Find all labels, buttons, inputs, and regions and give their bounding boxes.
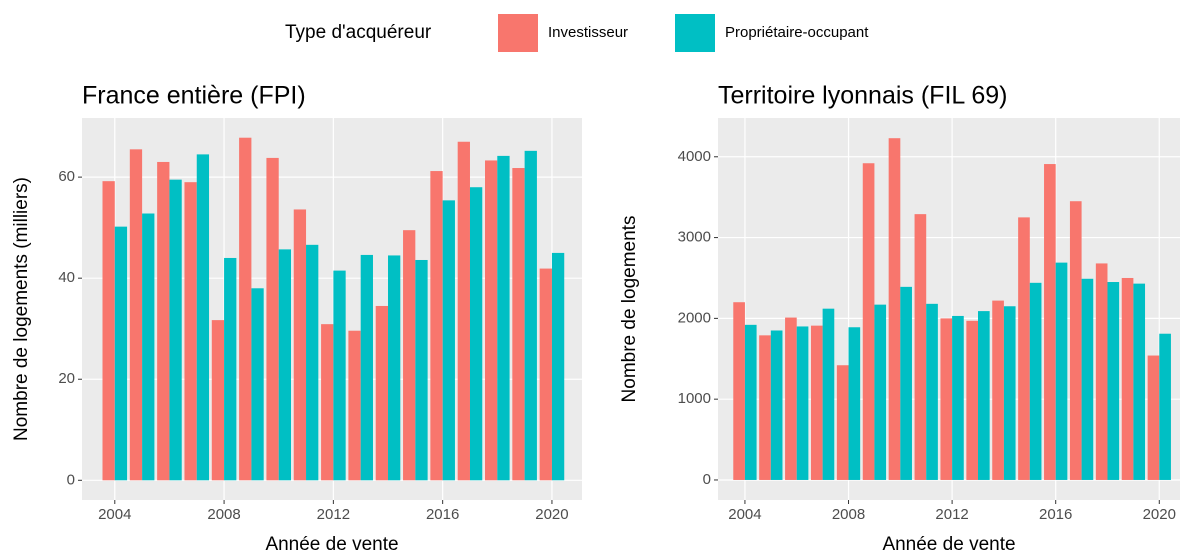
y-tick-label: 2000 xyxy=(678,309,711,326)
bar xyxy=(239,137,252,481)
bar xyxy=(1081,278,1094,480)
bar xyxy=(375,305,389,481)
x-tick-label: 2004 xyxy=(98,506,131,523)
bar xyxy=(796,326,809,480)
bar xyxy=(900,286,912,480)
x-tick-label: 2020 xyxy=(1143,506,1176,523)
bar xyxy=(114,226,128,481)
y-tick-label: 0 xyxy=(67,471,75,488)
bar xyxy=(169,179,182,481)
bar xyxy=(1147,355,1160,480)
bar xyxy=(184,182,197,481)
bar xyxy=(966,320,979,480)
x-tick-label: 2008 xyxy=(832,506,865,523)
bar xyxy=(1018,217,1030,480)
bar xyxy=(266,157,279,481)
bar xyxy=(485,160,498,481)
bar xyxy=(836,365,849,480)
bar xyxy=(848,327,861,480)
y-axis-label: Nombre de logements xyxy=(619,216,640,403)
y-tick-label: 60 xyxy=(58,168,75,185)
bar xyxy=(442,200,455,481)
legend-label: Investisseur xyxy=(548,24,628,41)
bar xyxy=(1044,164,1056,480)
x-tick-label: 2012 xyxy=(935,506,968,523)
legend-title: Type d'acquéreur xyxy=(285,22,432,43)
bar xyxy=(539,268,552,481)
x-tick-label: 2004 xyxy=(728,506,761,523)
bar xyxy=(759,335,771,480)
x-tick-label: 2012 xyxy=(317,506,350,523)
y-tick-label: 40 xyxy=(58,269,75,286)
bar xyxy=(224,257,237,481)
bar xyxy=(1133,283,1146,480)
bar xyxy=(1121,277,1134,480)
legend-swatch xyxy=(498,14,538,52)
bar xyxy=(278,249,292,481)
bar xyxy=(1069,201,1082,480)
bar xyxy=(874,304,887,480)
bar xyxy=(770,330,783,480)
bar xyxy=(1095,263,1108,480)
bar xyxy=(862,163,875,480)
bar xyxy=(822,308,835,480)
bar xyxy=(1055,262,1068,480)
bar xyxy=(251,288,264,481)
bar xyxy=(914,214,927,480)
bar xyxy=(348,330,361,481)
bar xyxy=(926,303,938,480)
bar xyxy=(1159,333,1171,480)
bar xyxy=(992,300,1004,480)
bar xyxy=(321,324,334,481)
bar xyxy=(142,213,155,481)
y-tick-label: 3000 xyxy=(678,229,711,246)
bar xyxy=(306,244,319,481)
bar xyxy=(810,325,823,480)
y-tick-label: 1000 xyxy=(678,390,711,407)
bar xyxy=(744,324,757,480)
y-axis-label: Nombre de logements (milliers) xyxy=(11,177,32,441)
bar xyxy=(888,138,901,480)
bar xyxy=(293,209,307,481)
bar xyxy=(102,181,115,481)
bar xyxy=(157,161,170,481)
bar xyxy=(430,171,443,481)
bar xyxy=(940,318,953,480)
legend-label: Propriétaire-occupant xyxy=(725,24,869,41)
x-tick-label: 2016 xyxy=(426,506,459,523)
y-tick-label: 20 xyxy=(58,370,75,387)
chart-title: Territoire lyonnais (FIL 69) xyxy=(718,82,1007,110)
bar xyxy=(512,168,525,481)
bar xyxy=(211,320,225,481)
bar xyxy=(403,230,416,481)
bar xyxy=(469,187,483,481)
x-axis-label: Année de vente xyxy=(882,534,1015,555)
bar xyxy=(388,255,401,481)
bar xyxy=(497,155,510,481)
bar xyxy=(1029,282,1042,480)
bar xyxy=(1003,306,1016,480)
bar xyxy=(129,149,143,481)
bar xyxy=(785,317,797,480)
bar xyxy=(333,270,346,481)
x-axis-label: Année de vente xyxy=(265,534,398,555)
y-tick-label: 0 xyxy=(703,471,711,488)
bar xyxy=(733,302,745,480)
x-tick-label: 2020 xyxy=(535,506,568,523)
chart-title: France entière (FPI) xyxy=(82,82,306,110)
bar xyxy=(415,259,428,481)
bar xyxy=(457,141,470,481)
y-tick-label: 4000 xyxy=(678,148,711,165)
bar xyxy=(360,254,373,481)
x-tick-label: 2008 xyxy=(207,506,240,523)
bar xyxy=(1107,282,1120,480)
x-tick-label: 2016 xyxy=(1039,506,1072,523)
bar xyxy=(978,311,990,480)
bar xyxy=(524,150,537,481)
bar xyxy=(196,154,210,481)
bar xyxy=(952,315,964,480)
legend-swatch xyxy=(675,14,715,52)
bar xyxy=(551,252,565,481)
